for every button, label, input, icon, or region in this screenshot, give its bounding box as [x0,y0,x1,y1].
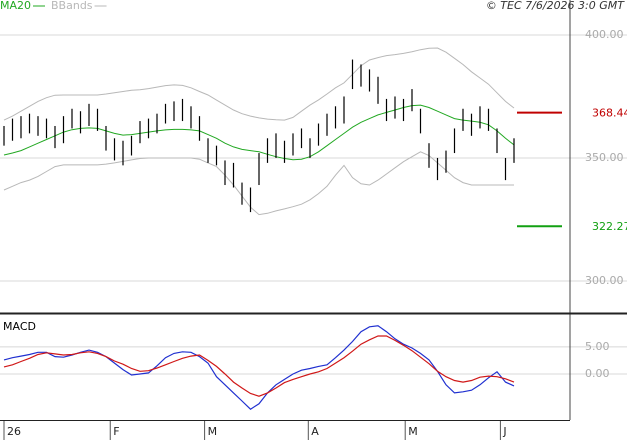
y-tick-label: 350.00 [585,151,624,164]
macd-line [3,325,515,410]
x-tick-label: 26 [7,425,21,438]
panel-title: MACD [3,320,36,333]
y-tick-label: 400.00 [585,28,624,41]
y-tick-label: 5.00 [585,340,610,353]
indicator-line [3,47,515,121]
indicator-line [3,104,515,161]
x-tick-label: J [502,425,506,438]
macd-line [3,335,515,397]
legend-label: MA20 [0,0,31,12]
credit: © TEC 7/6/2026 3:0 GMT [486,0,625,12]
x-tick-label: F [113,425,119,438]
x-tick-label: A [311,425,319,438]
level-label: 368.44 [592,107,627,120]
y-tick-label: 300.00 [585,274,624,287]
y-tick-label: 0.00 [585,367,610,380]
x-tick-label: M [208,425,218,438]
legend-label: BBands [51,0,93,12]
level-label: 322.27 [592,220,627,233]
x-tick-label: M [408,425,418,438]
